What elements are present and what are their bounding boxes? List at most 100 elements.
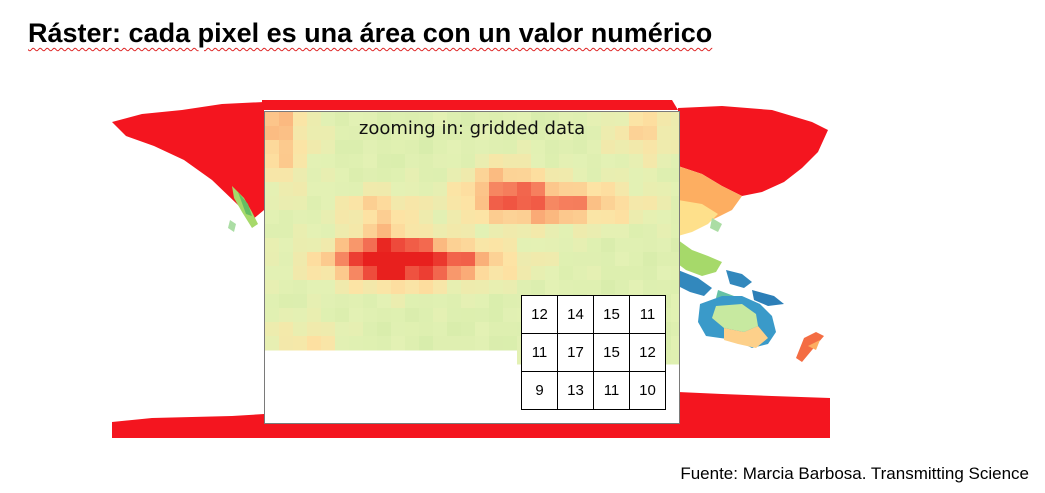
raster-pixel — [405, 112, 420, 127]
raster-pixel — [419, 322, 434, 337]
southern-landmass — [112, 414, 264, 438]
raster-pixel — [489, 224, 504, 239]
raster-pixel — [265, 266, 280, 281]
raster-pixel — [377, 182, 392, 197]
raster-pixel — [671, 308, 679, 323]
raster-pixel — [601, 140, 616, 155]
raster-pixel — [321, 280, 336, 295]
panel-title: zooming in: gridded data — [358, 118, 586, 139]
raster-pixel — [293, 252, 308, 267]
raster-pixel — [503, 252, 518, 267]
raster-pixel — [517, 168, 532, 183]
raster-pixel — [349, 238, 364, 253]
raster-pixel — [489, 126, 504, 141]
raster-pixel — [307, 238, 322, 253]
raster-pixel — [419, 238, 434, 253]
raster-pixel — [293, 308, 308, 323]
raster-pixel — [447, 182, 462, 197]
raster-pixel — [671, 266, 679, 281]
raster-pixel — [363, 322, 378, 337]
raster-pixel — [657, 224, 672, 239]
raster-pixel — [517, 224, 532, 239]
raster-pixel — [671, 210, 679, 225]
raster-pixel — [321, 238, 336, 253]
raster-pixel — [461, 126, 476, 141]
raster-pixel — [321, 154, 336, 169]
raster-pixel — [419, 224, 434, 239]
raster-pixel — [391, 210, 406, 225]
raster-pixel — [265, 308, 280, 323]
raster-pixel — [531, 140, 546, 155]
raster-pixel — [643, 266, 658, 281]
raster-pixel — [671, 238, 679, 253]
raster-pixel — [419, 112, 434, 127]
raster-pixel — [517, 252, 532, 267]
pixel-value-grid: 12 14 15 11 11 17 15 12 9 13 11 10 — [521, 295, 666, 410]
nz-2 — [808, 340, 820, 350]
raster-pixel — [531, 280, 546, 295]
raster-pixel — [615, 266, 630, 281]
raster-pixel — [573, 252, 588, 267]
west-coast-2 — [238, 192, 252, 216]
raster-pixel — [657, 182, 672, 197]
raster-pixel — [433, 294, 448, 309]
raster-pixel — [307, 280, 322, 295]
raster-pixel — [419, 126, 434, 141]
raster-pixel — [517, 210, 532, 225]
raster-pixel — [433, 210, 448, 225]
raster-pixel — [503, 126, 518, 141]
raster-pixel — [489, 168, 504, 183]
raster-pixel — [391, 238, 406, 253]
raster-pixel — [335, 112, 350, 127]
raster-pixel — [657, 168, 672, 183]
raster-pixel — [643, 224, 658, 239]
raster-pixel — [447, 322, 462, 337]
raster-pixel — [671, 350, 679, 365]
raster-pixel — [419, 252, 434, 267]
raster-pixel — [671, 154, 679, 169]
raster-pixel — [405, 336, 420, 351]
raster-pixel — [489, 210, 504, 225]
raster-pixel — [293, 196, 308, 211]
raster-pixel — [293, 294, 308, 309]
raster-pixel — [433, 140, 448, 155]
raster-pixel — [433, 224, 448, 239]
raster-pixel — [279, 112, 294, 127]
raster-pixel — [293, 238, 308, 253]
raster-pixel — [657, 266, 672, 281]
raster-pixel — [461, 322, 476, 337]
raster-pixel — [587, 126, 602, 141]
raster-pixel — [433, 238, 448, 253]
raster-pixel — [489, 154, 504, 169]
raster-pixel — [279, 308, 294, 323]
raster-pixel — [601, 112, 616, 127]
raster-pixel — [447, 280, 462, 295]
raster-pixel — [461, 238, 476, 253]
raster-pixel — [363, 336, 378, 351]
raster-pixel — [559, 224, 574, 239]
raster-pixel — [531, 168, 546, 183]
raster-pixel — [391, 112, 406, 127]
raster-pixel — [559, 168, 574, 183]
raster-pixel — [559, 238, 574, 253]
raster-pixel — [433, 168, 448, 183]
raster-pixel — [587, 224, 602, 239]
raster-pixel — [629, 140, 644, 155]
raster-pixel — [279, 140, 294, 155]
raster-pixel — [363, 294, 378, 309]
raster-pixel — [475, 308, 490, 323]
raster-pixel — [293, 210, 308, 225]
raster-pixel — [489, 140, 504, 155]
raster-pixel — [573, 266, 588, 281]
raster-pixel — [615, 182, 630, 197]
raster-pixel — [629, 266, 644, 281]
raster-pixel — [307, 210, 322, 225]
raster-pixel — [503, 154, 518, 169]
raster-pixel — [405, 140, 420, 155]
raster-pixel — [293, 266, 308, 281]
raster-pixel — [657, 126, 672, 141]
raster-pixel — [643, 168, 658, 183]
raster-pixel — [433, 126, 448, 141]
raster-pixel — [447, 126, 462, 141]
raster-pixel — [461, 224, 476, 239]
